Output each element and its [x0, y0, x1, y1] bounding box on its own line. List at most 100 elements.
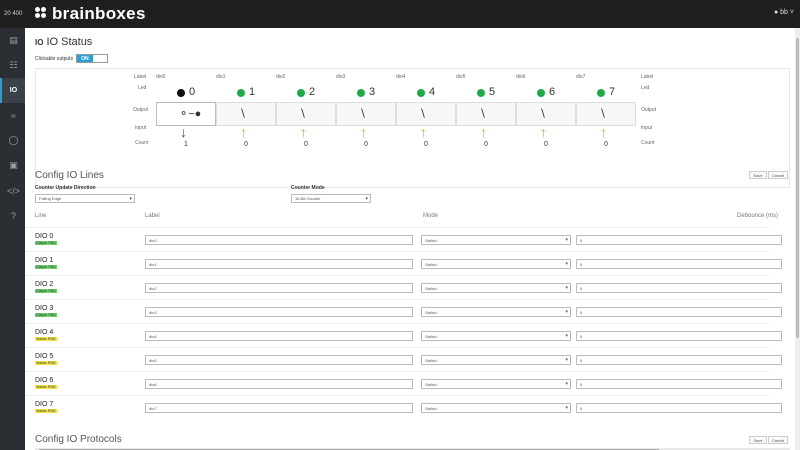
arrow-up-icon: ↑ [300, 124, 307, 140]
debounce-input[interactable]: 0 [576, 307, 782, 317]
output-switch-cell[interactable]: ∖ [396, 102, 456, 126]
mode-select[interactable]: Switch [421, 283, 571, 293]
label-input[interactable]: dio4 [145, 331, 413, 341]
line-tag: Yellow: PNG [35, 361, 57, 365]
line-name: DIO 0 [35, 233, 54, 240]
arrow-up-icon: ↑ [240, 124, 247, 140]
label-input[interactable]: dio6 [145, 379, 413, 389]
mode-select[interactable]: Switch [421, 355, 571, 365]
sidebar-item-network[interactable]: ☷ [0, 53, 25, 78]
io-line-name: dio4 [396, 74, 406, 80]
led-indicator [357, 89, 365, 97]
table-row: DIO 4 Yellow: PNG dio4 Switch 0 [25, 323, 782, 347]
cancel-button[interactable]: Cancel [768, 171, 788, 179]
count-value: 1 [184, 141, 188, 148]
sidebar-item-help[interactable]: ? [0, 203, 25, 228]
protocols-cancel-button[interactable]: Cancel [768, 436, 788, 444]
arrow-up-icon: ↑ [540, 124, 547, 140]
mode-select[interactable]: Switch [421, 307, 571, 317]
page-title: IO IO Status [35, 36, 92, 48]
chevron-down-icon: ˅ [789, 9, 794, 16]
clickable-outputs-toggle[interactable]: ON [76, 54, 108, 63]
debounce-input[interactable]: 0 [576, 259, 782, 269]
arrow-up-icon: ↑ [600, 124, 607, 140]
sidebar-item-serial[interactable]: ▣ [0, 153, 25, 178]
label-input[interactable]: dio0 [145, 235, 413, 245]
output-switch-cell[interactable]: ⚬−● [156, 102, 216, 126]
switch-icon: ∖ [419, 108, 427, 120]
led-indicator [297, 89, 305, 97]
led-number: 6 [549, 86, 556, 98]
output-switch-cell[interactable]: ∖ [456, 102, 516, 126]
arrow-up-icon: ↑ [360, 124, 367, 140]
mode-select[interactable]: Switch [421, 379, 571, 389]
user-name: bb [780, 9, 788, 16]
count-value: 0 [364, 141, 368, 148]
output-switch-cell[interactable]: ∖ [216, 102, 276, 126]
debounce-input[interactable]: 0 [576, 235, 782, 245]
led-indicator [597, 89, 605, 97]
line-name: DIO 1 [35, 257, 54, 264]
io-icon: IO [35, 38, 44, 47]
debounce-input[interactable]: 0 [576, 355, 782, 365]
label-input[interactable]: dio1 [145, 259, 413, 269]
protocols-save-button[interactable]: Save [749, 436, 767, 444]
line-tag: Output: PNG [35, 313, 58, 317]
sidebar-item-security[interactable]: ◯ [0, 128, 25, 153]
led-number: 2 [309, 86, 316, 98]
output-switch-cell[interactable]: ∖ [516, 102, 576, 126]
user-menu[interactable]: ● bb ˅ [774, 9, 794, 16]
switch-icon: ⚬−● [179, 108, 202, 120]
line-name: DIO 3 [35, 305, 54, 312]
led-number: 0 [189, 86, 196, 98]
debounce-input[interactable]: 0 [576, 331, 782, 341]
config-protocols-title: Config IO Protocols [35, 434, 122, 445]
output-switch-cell[interactable]: ∖ [336, 102, 396, 126]
logo-icon [35, 7, 49, 21]
sidebar-item-io[interactable]: IO [0, 78, 25, 103]
label-input[interactable]: dio5 [145, 355, 413, 365]
switch-icon: ∖ [359, 108, 367, 120]
page-title-text: IO Status [46, 36, 93, 48]
line-tag: Output: PNG [35, 241, 58, 245]
switch-icon: ∖ [599, 108, 607, 120]
label-input[interactable]: dio7 [145, 403, 413, 413]
row-label-count-right: Count [641, 140, 655, 146]
brand-logo[interactable]: brainboxes [35, 4, 146, 24]
row-label-input-right: Input [641, 125, 653, 131]
serial-icon: ▣ [9, 160, 18, 170]
led-indicator [537, 89, 545, 97]
clickable-outputs-label: Clickable outputs [35, 55, 74, 62]
network-icon: ☷ [9, 60, 18, 70]
header-label: Label [145, 213, 160, 219]
counter-update-select[interactable]: Falling Edge [35, 194, 135, 203]
debounce-input[interactable]: 0 [576, 283, 782, 293]
sidebar-item-device[interactable]: ▤ [0, 28, 25, 53]
header-debounce: Debounce (ms) [737, 213, 779, 219]
count-value: 0 [604, 141, 608, 148]
vertical-scrollbar-thumb[interactable] [796, 38, 799, 338]
mode-select[interactable]: Switch [421, 331, 571, 341]
count-value: 0 [304, 141, 308, 148]
debounce-input[interactable]: 0 [576, 403, 782, 413]
sidebar-item-code[interactable]: </> [0, 178, 25, 203]
arrow-up-icon: ↑ [480, 124, 487, 140]
mode-select[interactable]: Switch [421, 259, 571, 269]
debounce-input[interactable]: 0 [576, 379, 782, 389]
help-icon: ? [10, 210, 16, 221]
label-input[interactable]: dio3 [145, 307, 413, 317]
arrow-down-icon: ↓ [180, 124, 187, 140]
mode-select[interactable]: Switch [421, 235, 571, 245]
label-input[interactable]: dio2 [145, 283, 413, 293]
output-switch-cell[interactable]: ∖ [276, 102, 336, 126]
save-button[interactable]: Save [749, 171, 767, 179]
led-indicator [177, 89, 185, 97]
output-switch-cell[interactable]: ∖ [576, 102, 636, 126]
table-row: DIO 5 Yellow: PNG dio5 Switch 0 [25, 347, 782, 371]
line-tag: Output: PNG [35, 265, 58, 269]
row-label-count: Count [135, 140, 149, 146]
vertical-scrollbar[interactable] [795, 28, 800, 450]
mode-select[interactable]: Switch [421, 403, 571, 413]
counter-mode-select[interactable]: 16 Bit Counter [291, 194, 371, 203]
sidebar-item-wifi[interactable]: ≈ [0, 103, 25, 128]
